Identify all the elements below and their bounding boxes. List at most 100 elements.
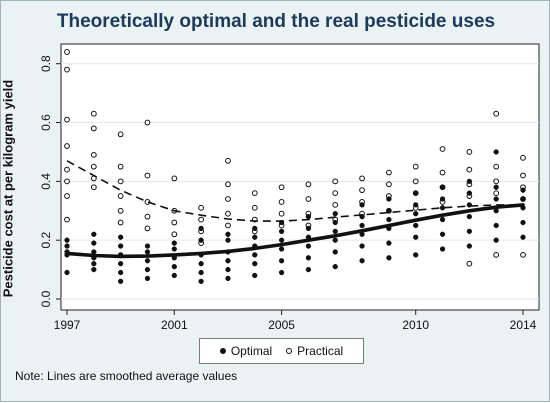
practical-point (117, 131, 124, 138)
optimal-point (386, 196, 392, 202)
optimal-point (305, 266, 312, 273)
optimal-point (305, 225, 312, 232)
optimal-point (493, 196, 499, 202)
optimal-point (493, 222, 499, 229)
practical-point (144, 119, 151, 126)
practical-point (412, 163, 419, 170)
optimal-point (225, 266, 231, 273)
optimal-point (117, 261, 124, 267)
optimal-point (439, 184, 446, 190)
y-tick-label: 0.0 (39, 290, 53, 307)
optimal-point (144, 266, 151, 273)
optimal-point (332, 228, 338, 235)
optimal-point (144, 275, 151, 282)
optimal-point (386, 240, 392, 246)
optimal-point (225, 237, 231, 243)
practical-point (493, 163, 500, 170)
practical-point (117, 193, 124, 199)
optimal-point (359, 243, 365, 249)
practical-point (493, 110, 500, 117)
optimal-point (413, 234, 419, 240)
practical-point (439, 169, 446, 176)
practical-point (64, 49, 70, 55)
practical-point (64, 216, 70, 223)
optimal-point (278, 258, 285, 264)
practical-point (359, 187, 365, 194)
optimal-point (225, 231, 231, 237)
y-tick-label: 0.2 (39, 232, 53, 249)
optimal-point (198, 261, 204, 267)
optimal-point (466, 190, 473, 196)
practical-point (171, 231, 178, 238)
practical-point (198, 216, 205, 223)
practical-point (251, 204, 258, 211)
practical-point (251, 190, 258, 197)
optimal-point (359, 258, 365, 264)
optimal-point (386, 208, 392, 214)
optimal-point (252, 234, 258, 240)
practical-point (225, 181, 231, 188)
practical-point (332, 201, 339, 208)
practical-point (332, 190, 339, 197)
optimal-point (64, 269, 70, 276)
practical-point (305, 181, 312, 188)
x-tick-label: 2014 (510, 318, 537, 332)
optimal-point (493, 149, 499, 155)
optimal-point (144, 258, 151, 264)
practical-point (520, 172, 526, 179)
optimal-point (493, 184, 499, 190)
optimal-point (278, 228, 285, 235)
optimal-point (332, 237, 338, 243)
optimal-point (305, 213, 312, 220)
practical-point (412, 178, 419, 185)
optimal-point (278, 237, 285, 243)
optimal-point (466, 178, 473, 185)
practical-point (64, 116, 70, 123)
optimal-point (332, 263, 338, 270)
practical-point (171, 219, 178, 226)
optimal-point (386, 216, 392, 223)
optimal-point (413, 211, 419, 217)
grid (61, 63, 539, 300)
axes: 0.0 0.2 0.4 0.6 0.8 1997 2001 2005 2010 2014 (39, 55, 536, 332)
optimal-point (493, 237, 499, 243)
chart-title: Theoretically optimal and the real pesti… (56, 11, 496, 32)
optimal-point (171, 272, 177, 279)
optimal-point (144, 249, 151, 255)
optimal-point (64, 237, 70, 243)
legend: Optimal Practical (199, 338, 364, 364)
optimal-point (117, 269, 124, 276)
optimal-point (520, 196, 526, 202)
optimal-point (117, 243, 124, 249)
optimal-point (439, 246, 446, 252)
practical-point (305, 196, 312, 202)
optimal-point (198, 278, 204, 285)
optimal-point (439, 231, 446, 237)
x-tick-label: 2001 (161, 318, 188, 332)
optimal-point (198, 269, 204, 276)
practical-point (64, 193, 70, 199)
legend-item-practical: Practical (286, 344, 343, 358)
practical-point (117, 219, 124, 226)
optimal-point (386, 255, 392, 261)
optimal-point (520, 219, 526, 226)
optimal-point (520, 187, 526, 193)
practical-point (278, 184, 285, 191)
practical-point (171, 175, 178, 182)
practical-point (225, 157, 231, 164)
smoothed-lines (65, 160, 525, 259)
practical-point (64, 143, 70, 149)
practical-point (493, 251, 500, 258)
optimal-point (171, 263, 177, 270)
practical-point (64, 166, 70, 173)
optimal-point (439, 216, 446, 223)
optimal-point (225, 275, 231, 282)
optimal-point (305, 255, 312, 261)
optimal-marker-icon (219, 348, 226, 354)
practical-marker-icon (286, 348, 293, 354)
practical-point (466, 260, 473, 267)
optimal-point (520, 234, 526, 240)
practical-point (198, 204, 205, 211)
